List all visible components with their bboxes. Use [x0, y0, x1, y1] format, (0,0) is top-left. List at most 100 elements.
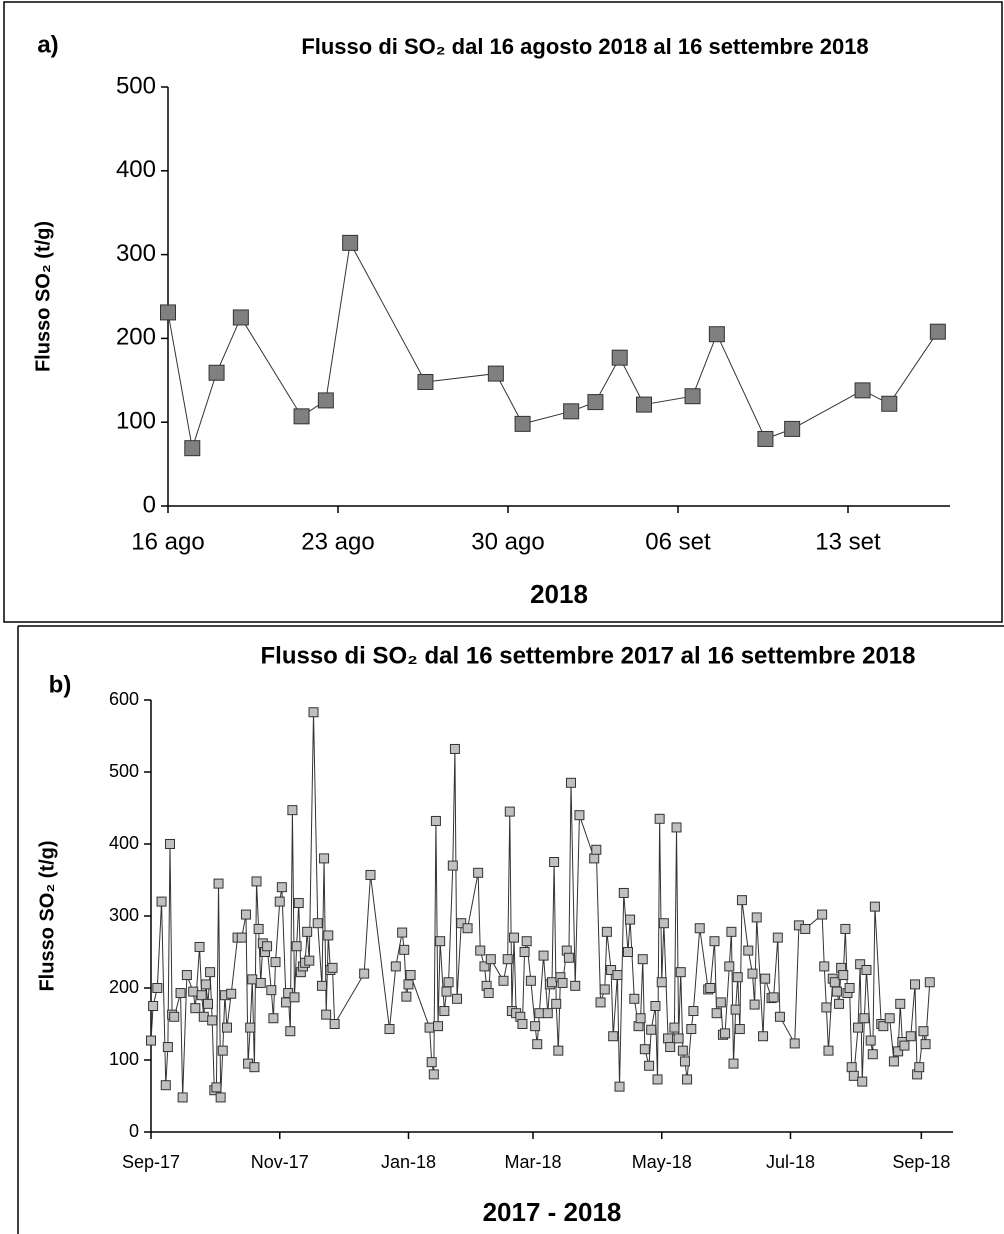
- data-marker: [553, 1045, 564, 1056]
- data-marker: [878, 1021, 889, 1032]
- data-marker: [821, 1002, 832, 1013]
- data-marker: [384, 1024, 395, 1035]
- data-marker: [869, 901, 880, 912]
- data-marker: [319, 853, 330, 864]
- x-tick-label: 16 ago: [131, 528, 204, 555]
- data-marker: [317, 392, 334, 409]
- data-line: [167, 241, 939, 449]
- data-marker: [591, 844, 602, 855]
- data-marker: [152, 983, 163, 993]
- data-marker: [270, 957, 281, 968]
- data-marker: [213, 878, 224, 889]
- data-marker: [817, 909, 828, 920]
- data-marker: [853, 1022, 864, 1033]
- data-marker: [563, 403, 580, 420]
- data-marker: [884, 1013, 895, 1024]
- data-marker: [800, 923, 811, 934]
- data-marker: [618, 887, 629, 898]
- y-tick-label: 100: [116, 408, 156, 435]
- data-marker: [606, 965, 617, 975]
- data-marker: [910, 979, 921, 990]
- data-marker: [291, 941, 302, 952]
- data-marker: [819, 961, 830, 972]
- data-marker: [694, 923, 705, 934]
- data-marker: [705, 983, 716, 993]
- data-marker: [646, 1024, 657, 1035]
- data-marker: [924, 977, 935, 988]
- data-marker: [570, 980, 581, 991]
- data-marker: [669, 1022, 680, 1033]
- data-marker: [881, 395, 898, 412]
- data-marker: [671, 822, 682, 833]
- data-marker: [686, 1024, 697, 1035]
- data-marker: [316, 980, 327, 991]
- data-marker: [732, 972, 743, 983]
- data-marker: [665, 1042, 676, 1053]
- data-marker: [709, 936, 720, 947]
- data-marker: [720, 1028, 731, 1039]
- data-marker: [502, 954, 513, 965]
- data-marker: [221, 1022, 232, 1033]
- data-marker: [532, 1039, 543, 1050]
- data-marker: [194, 941, 205, 952]
- data-marker: [905, 1031, 916, 1042]
- data-marker: [365, 869, 376, 880]
- data-marker: [859, 1013, 870, 1024]
- data-marker: [650, 1001, 661, 1011]
- data-marker: [848, 1070, 859, 1081]
- data-marker: [211, 1082, 222, 1093]
- data-marker: [743, 945, 754, 956]
- data-marker: [148, 1001, 159, 1011]
- x-axis-label: 2018: [530, 579, 588, 609]
- x-tick-label: Sep-17: [122, 1152, 180, 1172]
- data-marker: [789, 1038, 800, 1049]
- data-marker: [587, 394, 604, 411]
- data-marker: [747, 968, 758, 979]
- data-marker: [867, 1049, 878, 1060]
- data-marker: [312, 918, 323, 929]
- y-tick-label: 200: [109, 977, 139, 997]
- data-marker: [215, 1092, 226, 1103]
- data-marker: [456, 918, 467, 929]
- data-marker: [673, 1033, 684, 1044]
- data-marker: [899, 1040, 910, 1051]
- panel-border: [3, 1, 1003, 623]
- data-marker: [639, 1044, 650, 1055]
- data-marker: [708, 326, 725, 343]
- data-marker: [636, 396, 652, 413]
- data-marker: [538, 950, 549, 961]
- data-marker: [249, 1062, 260, 1073]
- data-marker: [441, 986, 452, 997]
- data-marker: [895, 998, 906, 1009]
- data-marker: [293, 898, 304, 909]
- data-marker: [247, 974, 258, 985]
- data-marker: [342, 234, 359, 251]
- y-tick-label: 400: [109, 833, 139, 853]
- x-tick-label: 13 set: [815, 528, 881, 555]
- data-marker: [855, 959, 866, 970]
- data-marker: [236, 932, 247, 943]
- data-marker: [629, 993, 640, 1004]
- data-marker: [175, 988, 186, 999]
- data-marker: [262, 941, 273, 952]
- data-marker: [443, 977, 454, 988]
- data-marker: [635, 1013, 646, 1024]
- data-marker: [266, 985, 277, 996]
- data-marker: [547, 977, 557, 988]
- data-marker: [405, 970, 416, 981]
- panel-label: b): [49, 671, 72, 698]
- data-marker: [736, 895, 747, 906]
- data-marker: [487, 365, 504, 382]
- data-marker: [268, 1013, 279, 1024]
- x-tick-label: Jan-18: [381, 1152, 436, 1172]
- x-axis-label: 2017 - 2018: [483, 1197, 622, 1227]
- data-marker: [449, 743, 460, 754]
- panel-label: a): [37, 31, 58, 58]
- data-marker: [498, 975, 509, 986]
- y-tick-label: 300: [109, 905, 139, 925]
- data-marker: [677, 1045, 688, 1056]
- y-tick-label: 600: [109, 689, 139, 709]
- data-marker: [417, 373, 434, 390]
- data-marker: [834, 998, 845, 1009]
- data-marker: [397, 927, 408, 938]
